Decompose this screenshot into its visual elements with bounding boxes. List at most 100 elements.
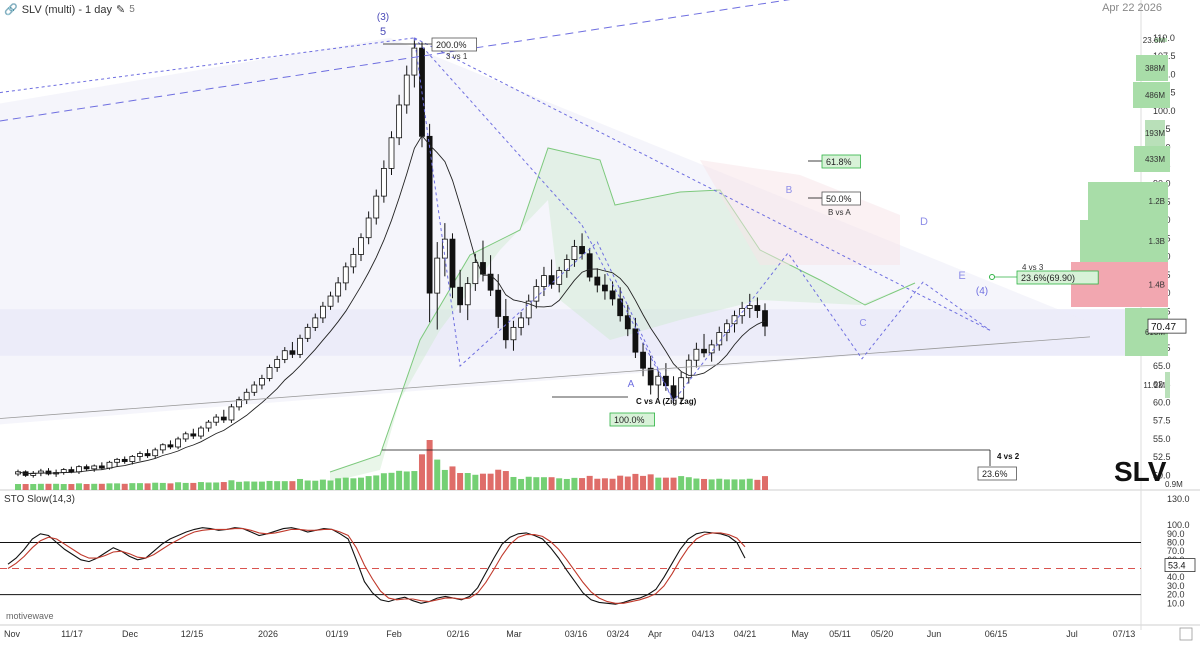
candle-body	[510, 326, 517, 341]
candle-body	[167, 444, 174, 448]
pencil-icon[interactable]: ✎	[115, 4, 126, 16]
volume-bar	[655, 477, 662, 490]
volume-bar	[540, 477, 547, 490]
volume-bar	[548, 477, 555, 490]
candle-body	[502, 316, 509, 341]
chart-header[interactable]: 🔗 SLV (multi) - 1 day ✎ 5	[4, 3, 135, 17]
candle-body	[121, 458, 128, 462]
candle-body	[586, 253, 593, 278]
volume-bar	[304, 480, 311, 490]
candle-body	[358, 237, 364, 255]
volume-bar	[426, 440, 433, 490]
candle-body	[403, 74, 410, 106]
candle-body	[15, 471, 21, 475]
candle-body	[144, 453, 151, 457]
volume-bar	[53, 483, 60, 490]
volume-profile-bar	[1155, 38, 1167, 42]
version-count: 5	[129, 4, 135, 15]
moving-average-line	[17, 134, 766, 475]
volume-bar	[685, 477, 692, 490]
volume-bar	[464, 473, 471, 490]
time-tick-label: 03/16	[565, 629, 588, 639]
candle-body	[228, 406, 235, 421]
volume-bar	[106, 483, 113, 490]
stochastic-k-line	[7, 527, 746, 605]
time-tick-label: Jun	[927, 629, 942, 639]
candle-body	[335, 282, 342, 297]
volume-axis-label: 0.9M	[1165, 480, 1183, 489]
volume-profile-bar	[1145, 120, 1165, 146]
fib-label: 4 vs 3	[1022, 263, 1044, 272]
fib-label: 23.6%	[982, 469, 1008, 479]
volume-bar	[175, 482, 182, 490]
volume-bar	[83, 484, 90, 490]
candle-body	[678, 377, 685, 399]
volume-bar	[45, 483, 52, 490]
fib-tag	[821, 191, 861, 206]
time-tick-label: 04/21	[734, 629, 757, 639]
volume-bar	[289, 481, 296, 490]
candle-body	[464, 283, 471, 306]
volume-profile-label: 1.3B	[1149, 237, 1165, 246]
fib-label: C vs A (Zig Zag)	[636, 397, 697, 406]
wave-label: C	[859, 318, 866, 329]
volume-bar	[114, 483, 121, 490]
volume-bar	[449, 466, 456, 490]
time-tick-label: 11/17	[61, 629, 83, 639]
time-tick-label: 2026	[258, 629, 278, 639]
volume-bar	[571, 477, 578, 490]
volume-bar	[91, 483, 98, 490]
volume-bar	[609, 478, 616, 490]
candle-body	[594, 276, 601, 286]
stochastic-tick-label: 90.0	[1167, 529, 1185, 539]
volume-bar	[365, 476, 372, 490]
candle-body	[624, 315, 631, 330]
volume-bar	[281, 481, 288, 490]
volume-bar	[60, 484, 67, 490]
candle-body	[68, 469, 75, 473]
fib-tag	[1016, 270, 1099, 285]
candle-body	[548, 275, 555, 285]
candle-body	[716, 332, 723, 346]
wave-label: B	[786, 185, 793, 196]
stochastic-tick-label: 30.0	[1167, 581, 1185, 591]
volume-bar	[510, 476, 517, 490]
fib-tag	[431, 37, 477, 52]
brand-label: motivewave	[6, 611, 54, 621]
candle-body	[640, 351, 646, 369]
volume-bar	[586, 475, 593, 490]
candle-body	[281, 350, 288, 360]
link-icon[interactable]: 🔗	[4, 4, 18, 16]
candle-body	[198, 427, 204, 437]
volume-bar	[335, 478, 342, 490]
candle-body	[190, 433, 197, 437]
price-tick-label: 57.5	[1153, 416, 1171, 426]
time-tick-label: Dec	[122, 629, 139, 639]
volume-bar	[495, 469, 502, 490]
volume-bar	[319, 479, 326, 490]
candle-body	[91, 465, 98, 470]
candle-body	[472, 262, 479, 285]
candle-body	[396, 104, 403, 139]
candle-body	[289, 350, 296, 355]
candle-body	[380, 168, 387, 197]
time-tick-label: 03/24	[607, 629, 630, 639]
stochastic-value-label: 53.4	[1168, 561, 1186, 571]
volume-bar	[708, 479, 715, 490]
time-tick-label: Jul	[1066, 629, 1078, 639]
candle-body	[563, 259, 570, 271]
volume-bar	[579, 478, 586, 490]
candle-body	[312, 317, 319, 328]
candle-body	[602, 284, 608, 292]
time-tick-label: 12/15	[181, 629, 204, 639]
candle-body	[411, 47, 418, 76]
candle-body	[182, 433, 189, 440]
volume-bar	[30, 484, 37, 490]
price-tick-label: 110.0	[1153, 33, 1175, 43]
volume-bar	[418, 454, 425, 490]
fib-tag	[821, 154, 861, 169]
volume-bar	[762, 476, 768, 490]
volume-bar	[594, 478, 601, 490]
time-tick-label: Feb	[386, 629, 402, 639]
candle-body	[259, 378, 265, 386]
